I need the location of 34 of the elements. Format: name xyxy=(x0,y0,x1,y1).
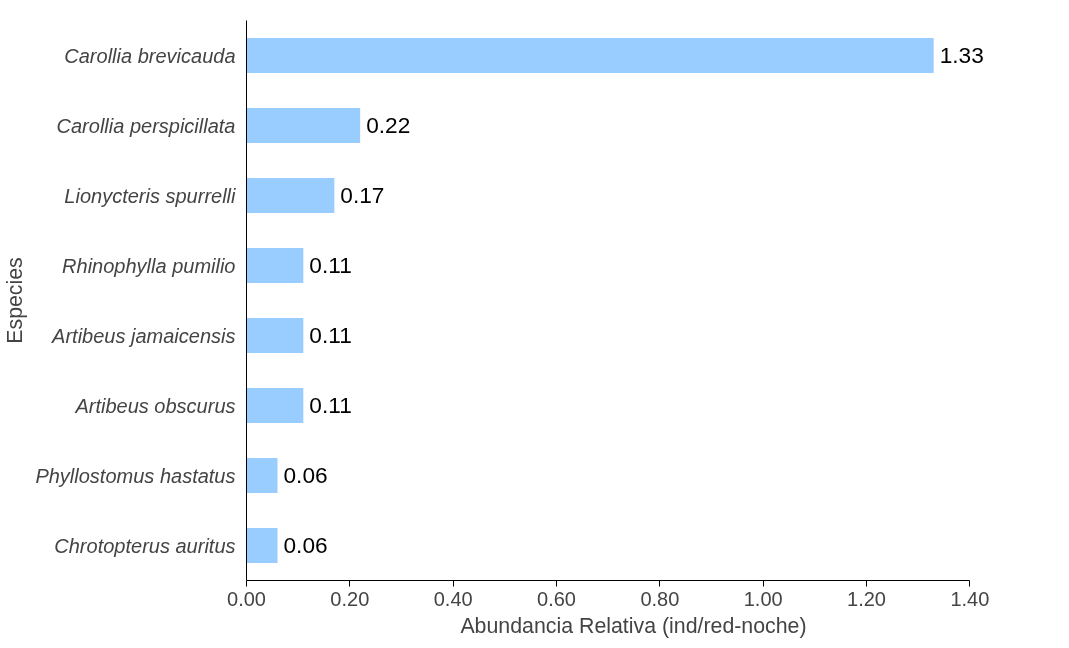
x-tick-label: 1.20 xyxy=(847,587,886,610)
data-label: 0.11 xyxy=(309,322,352,348)
data-label: 1.33 xyxy=(939,42,984,68)
x-axis-title: Abundancia Relativa (ind/red-noche) xyxy=(460,613,807,638)
data-label: 0.22 xyxy=(366,112,411,138)
x-tick-label: 0.00 xyxy=(227,587,266,610)
x-tick-label: 1.00 xyxy=(743,587,783,610)
bar xyxy=(246,318,304,353)
data-label: 0.17 xyxy=(340,182,385,208)
y-tick-label: Artibeus obscurus xyxy=(74,394,236,417)
bar xyxy=(246,38,934,73)
y-tick-label: Carollia perspicillata xyxy=(56,114,236,137)
y-axis-title: Especies xyxy=(3,257,28,344)
y-tick-label: Carollia brevicauda xyxy=(64,44,236,67)
x-tick-label: 1.40 xyxy=(950,587,990,610)
y-tick-label: Chrotopterus auritus xyxy=(54,534,236,557)
bar xyxy=(246,458,278,493)
bar xyxy=(246,248,304,283)
x-tick-label: 0.60 xyxy=(537,587,576,610)
y-tick-label: Phyllostomus hastatus xyxy=(35,464,236,487)
data-label: 0.06 xyxy=(283,462,328,488)
bar xyxy=(246,528,278,563)
y-tick-label: Lionycteris spurrelli xyxy=(64,184,237,207)
x-tick-label: 0.40 xyxy=(433,587,473,610)
y-tick-label: Artibeus jamaicensis xyxy=(51,324,236,347)
bar xyxy=(246,388,304,423)
data-label: 0.06 xyxy=(283,532,328,558)
bar xyxy=(246,178,335,213)
bar xyxy=(246,108,361,143)
x-tick-label: 0.20 xyxy=(330,587,370,610)
data-label: 0.11 xyxy=(309,392,352,418)
data-label: 0.11 xyxy=(309,252,352,278)
y-tick-label: Rhinophylla pumilio xyxy=(62,254,236,277)
x-tick-label: 0.80 xyxy=(640,587,680,610)
